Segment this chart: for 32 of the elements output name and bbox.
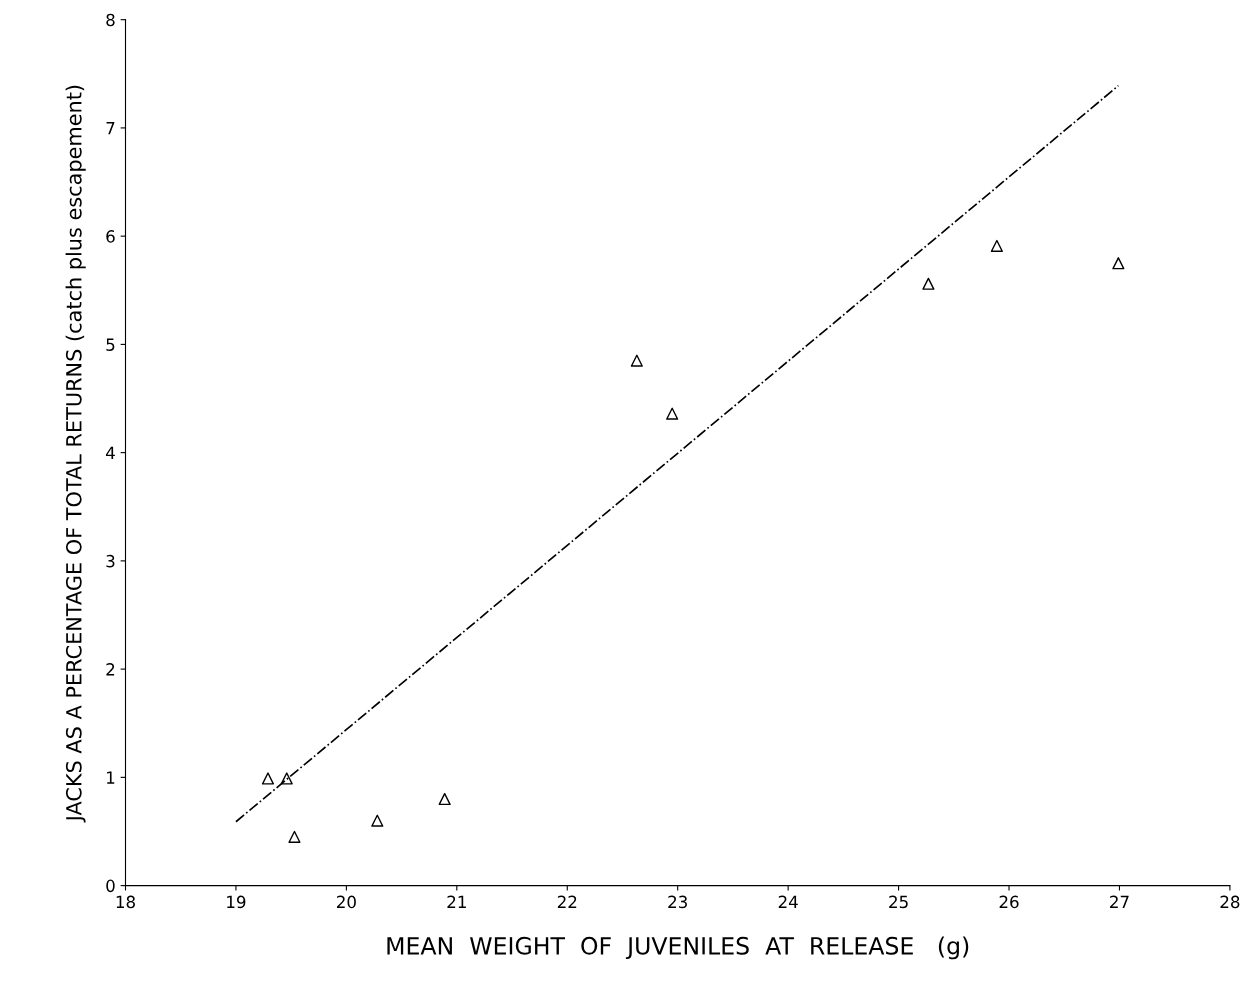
x-tick-label: 23 (668, 895, 687, 909)
x-tick-label: 19 (227, 895, 246, 909)
x-tick-label: 22 (557, 895, 577, 908)
y-tick-label: 7 (106, 122, 115, 135)
x-tick-label: 20 (337, 895, 356, 909)
point (922, 277, 935, 290)
y-tick-label: 4 (105, 446, 115, 459)
x-tick-label: 24 (778, 895, 798, 908)
point (990, 239, 1003, 252)
y-tick-label: 3 (106, 554, 115, 568)
x-tick-label: 18 (116, 895, 135, 909)
point (261, 772, 275, 785)
point (438, 792, 451, 806)
x-tick-label: 26 (999, 895, 1019, 909)
point (1112, 257, 1125, 270)
y-tick-label: 0 (106, 879, 115, 893)
point (630, 354, 643, 367)
point (280, 772, 293, 785)
point (371, 814, 384, 827)
y-tick-label: 1 (107, 771, 115, 784)
x-axis-title: MEAN WEIGHT OF JUVENILES AT RELEASE (g) (387, 936, 969, 960)
point (666, 407, 679, 420)
y-tick-label: 8 (106, 13, 115, 27)
x-tick-label: 25 (889, 895, 908, 909)
point (288, 830, 301, 843)
y-axis-title: JACKS AS A PERCENTAGE OF TOTAL RETURNS (catch plus escapement) (65, 85, 86, 823)
y-tick-label: 5 (106, 338, 115, 351)
y-tick-label: 6 (106, 230, 115, 243)
x-tick-label: 21 (447, 895, 466, 908)
x-tick-label: 27 (1110, 895, 1129, 908)
x-tick-label: 28 (1220, 895, 1240, 909)
y-tick-label: 2 (106, 663, 115, 676)
